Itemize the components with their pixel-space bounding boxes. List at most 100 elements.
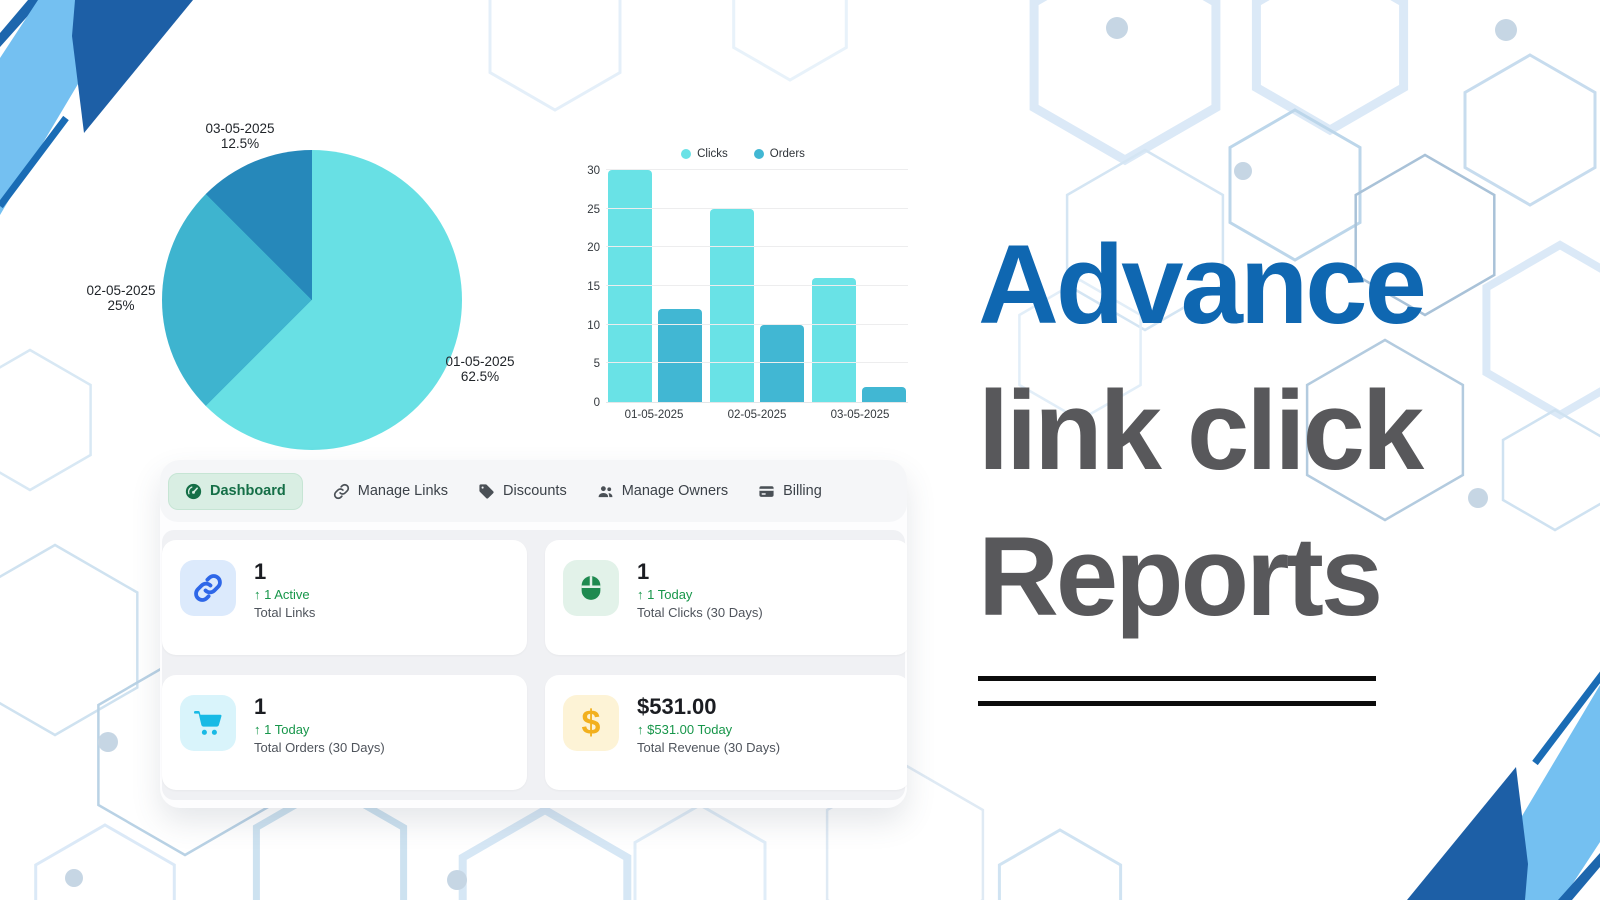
nav-label: Manage Links [357,483,449,499]
grid-line [606,169,908,170]
up-arrow-icon: ↑ [637,587,644,602]
hexagon-outline [997,828,1123,900]
hexagon-outline [0,543,139,737]
hexagon-outline [1228,108,1362,262]
y-tick-label: 30 [587,165,600,177]
hexagon-node-dot [1234,162,1252,180]
stat-card-total-links: 1 ↑ 1 Active Total Links [162,540,527,655]
x-tick-label: 01-05-2025 [624,409,684,421]
bar-orders [862,386,906,402]
credit-card-icon [759,485,774,497]
y-tick-label: 25 [587,203,600,216]
stat-value: $531.00 [637,694,717,719]
nav-label: Billing [783,483,822,499]
hexagon-node-dot [447,870,467,890]
bar-group [812,278,906,402]
cart-icon [194,710,222,735]
hexagon-outline [732,0,848,82]
stat-label: Total Clicks (30 Days) [637,605,763,620]
corner-stripe-bottom-right [1558,853,1600,900]
headline-line-2: link click [978,368,1424,493]
headline-underline [978,676,1376,681]
thin-line-bottom-right [1532,671,1600,766]
stat-label: Total Links [254,605,316,620]
stat-trend: ↑ 1 Active [254,587,310,602]
dark-shape-bottom-right [1407,767,1528,900]
y-tick-label: 0 [593,397,600,409]
icon-tile [180,560,236,616]
bar-chart: Clicks Orders 0 5 10 15 20 25 30 01-05-2025 02-0… [578,148,908,421]
nav-item-discounts[interactable]: Discounts [478,483,567,500]
x-axis-labels: 01-05-2025 02-05-2025 03-05-2025 [606,409,908,421]
hexagon-node-dot [1495,19,1517,41]
legend-item: Orders [753,148,805,160]
thin-line-top-left [0,115,69,209]
chart-legend: Clicks Orders [578,148,908,160]
icon-tile [180,695,236,751]
chain-link-icon [333,483,349,499]
nav-item-billing[interactable]: Billing [758,483,822,500]
dark-shape-top-left [72,0,193,133]
nav-item-dashboard[interactable]: Dashboard [168,472,303,510]
hexagon-outline [34,823,176,900]
icon-tile [563,560,619,616]
users-icon [598,485,613,497]
mouse-icon [581,576,601,600]
hexagon-outline [1065,148,1225,332]
y-tick-label: 10 [587,319,600,332]
legend-label: Clicks [697,148,728,160]
grid-line [606,323,908,325]
hexagon-outline [1354,153,1496,317]
hexagon-outline [1501,408,1600,532]
stat-value: 1 [254,559,267,584]
bar-clicks [608,170,652,402]
headline-line-3: Reports [978,514,1383,639]
hexagon-node-dot [65,869,83,887]
dashboard-navbar: Dashboard Manage Links Discounts [160,460,907,522]
icon-tile: $ [563,695,619,751]
hexagon-outline [1305,338,1465,522]
tag-icon [479,483,494,499]
nav-item-manage-links[interactable]: Manage Links [333,483,448,500]
hexagon-node-dot [1106,17,1128,39]
hexagon-node-dot [98,732,118,752]
x-tick-label: 03-05-2025 [830,409,890,421]
grid-line [606,285,908,286]
up-arrow-icon: ↑ [637,722,644,737]
chain-link-icon [194,574,222,602]
y-tick-label: 20 [587,242,600,255]
hexagon-outline [1029,0,1221,166]
bar-plot-area: 0 5 10 15 20 25 30 [587,165,908,409]
nav-label: Manage Owners [621,483,729,499]
legend-dot-icon [753,149,764,159]
hexagon-outline [458,805,632,900]
hexagon-node-dot [1468,488,1488,508]
stat-value: 1 [637,559,650,584]
hexagon-outline [488,0,622,112]
grid-line [606,246,908,248]
bar-group [710,208,804,402]
headline-line-1: Advance [978,222,1427,347]
pie-circle [162,150,462,450]
headline-underline [978,701,1376,706]
stat-card-total-revenue: $ $531.00 ↑ $531.00 Today Total Revenue … [545,675,907,790]
stat-card-total-orders: 1 ↑ 1 Today Total Orders (30 Days) [162,675,527,790]
hexagon-outline [825,763,985,900]
pie-slice-label: 02-05-2025 25% [86,283,156,313]
nav-item-manage-owners[interactable]: Manage Owners [597,483,728,500]
pie-slice-label: 03-05-2025 12.5% [205,121,275,151]
up-arrow-icon: ↑ [254,587,261,602]
hexagon-outline [1482,240,1600,420]
dashboard-panel: Dashboard Manage Links Discounts [160,460,907,808]
nav-label: Discounts [503,483,567,499]
stat-trend: ↑ 1 Today [637,587,693,602]
gauge-icon [185,483,202,499]
headline: Advance link click Reports [978,212,1538,650]
bar-clicks [710,208,754,402]
y-tick-label: 5 [593,358,600,371]
grid-line [606,362,908,364]
legend-dot-icon [681,149,692,159]
hexagon-outline [633,803,767,900]
